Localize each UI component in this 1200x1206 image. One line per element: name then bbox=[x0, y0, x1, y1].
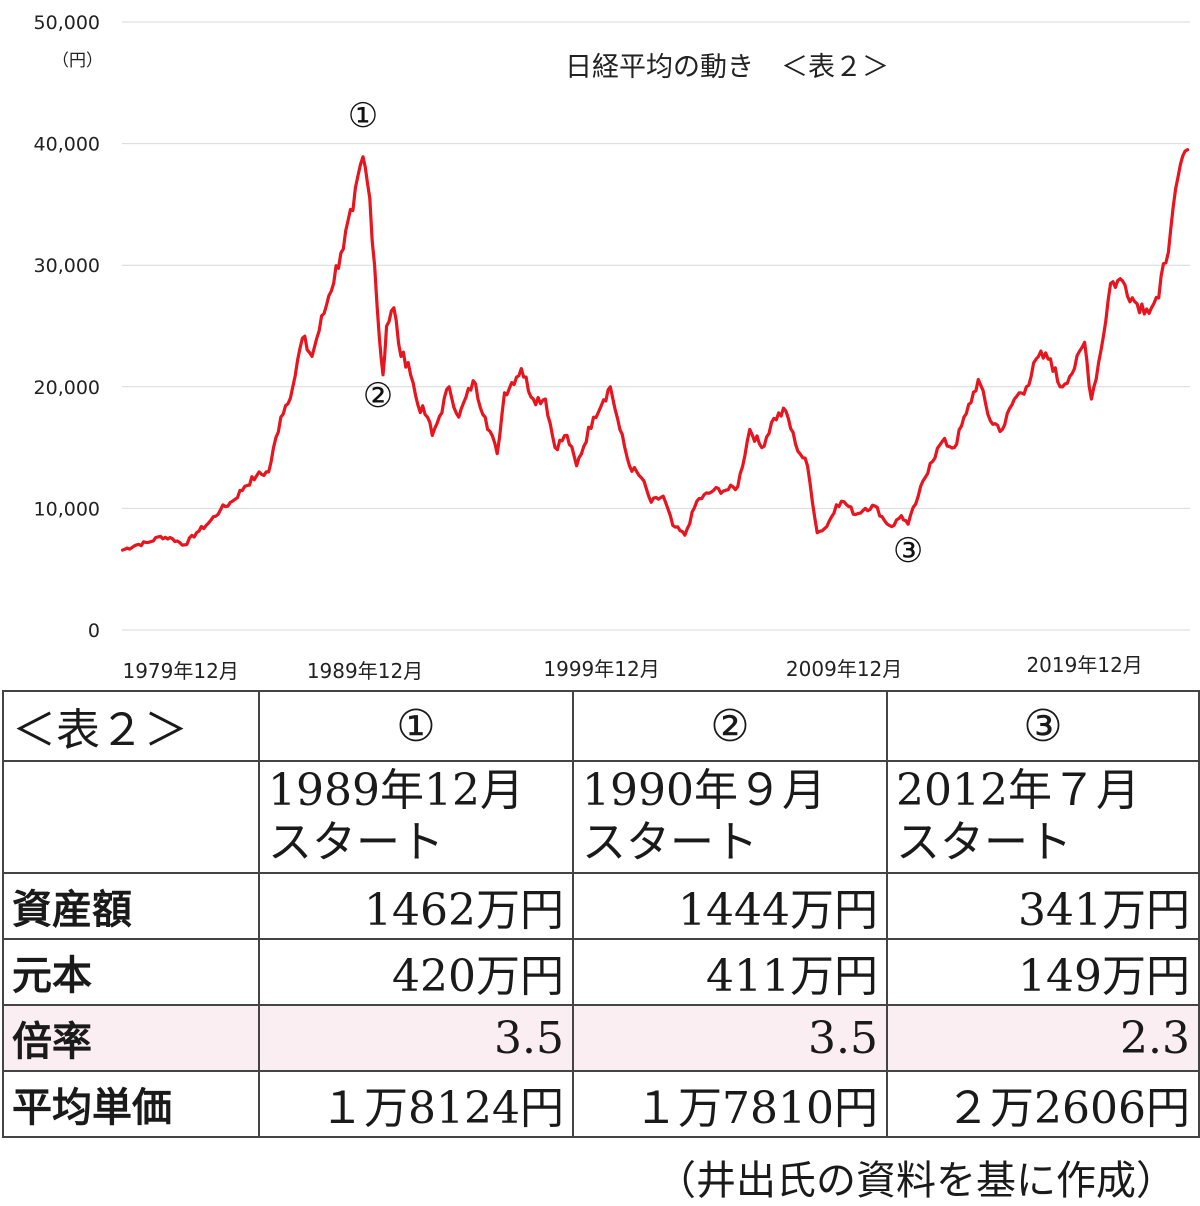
table-cell: 341万円 bbox=[886, 872, 1200, 940]
start-text: スタート bbox=[582, 817, 758, 868]
y-axis-ticks: 0 10,000 20,000 30,000 40,000 50,000 bbox=[34, 12, 100, 642]
table-header-row: ＜表２＞ ① ② ③ bbox=[2, 690, 1200, 762]
start-text: スタート bbox=[268, 817, 444, 868]
start-date-row: 1989年12月 スタート 1990年９月 スタート 2012年７月 スタート bbox=[2, 760, 1200, 874]
table-cell: １万7810円 bbox=[572, 1070, 888, 1138]
table-cell: 149万円 bbox=[886, 938, 1200, 1006]
y-tick-label: 30,000 bbox=[34, 255, 100, 277]
start-text: スタート bbox=[896, 817, 1072, 868]
marker-label: ① bbox=[348, 96, 378, 136]
x-axis-ticks: 1979年12月 1989年12月 1999年12月 2009年12月 2019年12月 bbox=[122, 653, 1142, 683]
x-tick-label: 1999年12月 bbox=[543, 657, 659, 681]
comparison-table: ＜表２＞ ① ② ③ 1989年12月 スタート 1990年９月 スタート 2012… bbox=[2, 690, 1200, 1138]
y-tick-label: 10,000 bbox=[34, 498, 100, 520]
start-cell-3: 2012年７月 スタート bbox=[886, 760, 1200, 874]
marker-label: ② bbox=[363, 376, 393, 416]
start-date: 1990年９月 bbox=[582, 765, 826, 816]
header-marker-1: ① bbox=[258, 690, 574, 762]
y-tick-label: 20,000 bbox=[34, 377, 100, 399]
row-label: 資産額 bbox=[2, 872, 260, 940]
start-cell-1: 1989年12月 スタート bbox=[258, 760, 574, 874]
row-label: 元本 bbox=[2, 938, 260, 1006]
table-cell: 411万円 bbox=[572, 938, 888, 1006]
table-cell: ２万2606円 bbox=[886, 1070, 1200, 1138]
table-cell: 3.5 bbox=[572, 1004, 888, 1072]
table-row-multiple: 倍率 3.5 3.5 2.3 bbox=[2, 1004, 1200, 1072]
y-tick-label: 50,000 bbox=[34, 12, 100, 34]
marker-label: ③ bbox=[893, 531, 923, 571]
x-tick-label: 1989年12月 bbox=[307, 659, 423, 683]
chart-markers: ① ② ③ bbox=[348, 96, 924, 571]
chart-title: 日経平均の動き ＜表２＞ bbox=[565, 52, 889, 83]
y-tick-label: 0 bbox=[88, 620, 100, 642]
x-tick-label: 1979年12月 bbox=[122, 659, 238, 683]
source-note: （井出氏の資料を基に作成） bbox=[656, 1158, 1176, 1204]
table-row-principal: 元本 420万円 411万円 149万円 bbox=[2, 938, 1200, 1006]
y-tick-label: 40,000 bbox=[34, 134, 100, 156]
header-marker-2: ② bbox=[572, 690, 888, 762]
row-label: 倍率 bbox=[2, 1004, 260, 1072]
nikkei-series-line bbox=[120, 148, 1190, 552]
table-cell: 1444万円 bbox=[572, 872, 888, 940]
table-cell: 2.3 bbox=[886, 1004, 1200, 1072]
start-date: 1989年12月 bbox=[268, 765, 524, 816]
table-row-assets: 資産額 1462万円 1444万円 341万円 bbox=[2, 872, 1200, 940]
table-corner-label: ＜表２＞ bbox=[2, 690, 260, 762]
x-tick-label: 2009年12月 bbox=[786, 657, 902, 681]
table-row-average-price: 平均単価 １万8124円 １万7810円 ２万2606円 bbox=[2, 1070, 1200, 1138]
y-axis-unit-label: （円） bbox=[52, 51, 103, 71]
header-marker-3: ③ bbox=[886, 690, 1200, 762]
row-label: 平均単価 bbox=[2, 1070, 260, 1138]
table-cell: 1462万円 bbox=[258, 872, 574, 940]
x-tick-label: 2019年12月 bbox=[1026, 653, 1142, 677]
chart-gridlines bbox=[122, 21, 1190, 631]
start-date: 2012年７月 bbox=[896, 765, 1140, 816]
nikkei-line-chart: 0 10,000 20,000 30,000 40,000 50,000 （円） 日経平均… bbox=[34, 12, 1190, 683]
table-cell: １万8124円 bbox=[258, 1070, 574, 1138]
start-row-label bbox=[2, 760, 260, 874]
table-cell: 3.5 bbox=[258, 1004, 574, 1072]
table-cell: 420万円 bbox=[258, 938, 574, 1006]
start-cell-2: 1990年９月 スタート bbox=[572, 760, 888, 874]
